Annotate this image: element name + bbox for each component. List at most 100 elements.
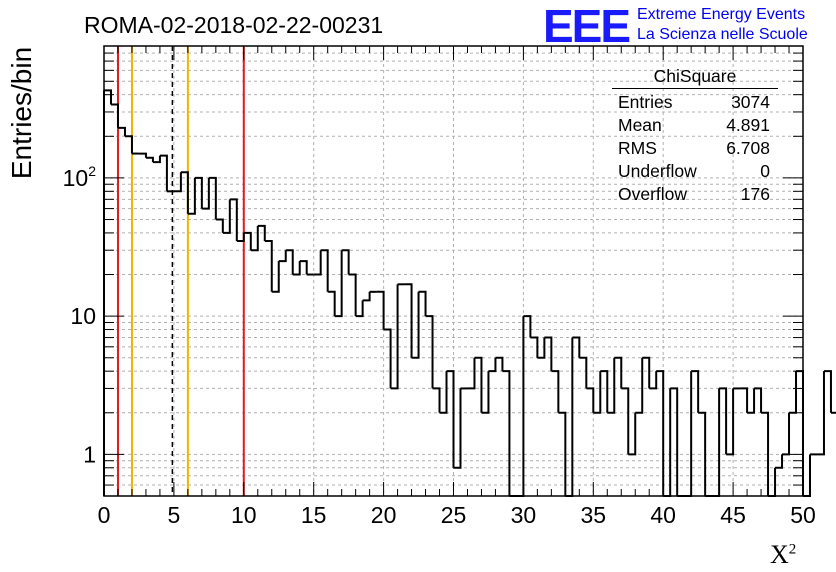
histogram-bin — [635, 357, 644, 414]
stats-box: ChiSquare Entries 3074 Mean 4.891 RMS 6.708… — [612, 66, 778, 207]
stats-row: Mean 4.891 — [612, 115, 778, 138]
stats-value: 176 — [740, 184, 770, 204]
histogram-bin — [467, 357, 476, 390]
histogram-bin — [104, 89, 112, 105]
histogram-bin — [264, 239, 273, 292]
histogram-bin — [229, 198, 238, 241]
histogram-bin — [593, 371, 602, 414]
x-tick-label: 25 — [441, 502, 467, 528]
histogram-bin — [180, 171, 189, 214]
histogram-bin — [530, 336, 539, 358]
run-title: ROMA-02-2018-02-22-00231 — [84, 12, 384, 38]
histogram-bin — [257, 224, 266, 241]
histogram-bin — [775, 454, 784, 469]
histogram-bin — [656, 370, 665, 496]
histogram-bin — [789, 371, 798, 414]
logo-line-1: Extreme Energy Events — [637, 6, 806, 23]
histogram-bin — [558, 411, 567, 496]
histogram-bin — [803, 454, 811, 497]
histogram-bin — [712, 388, 721, 497]
histogram-bin — [110, 103, 119, 128]
histogram-bin — [649, 371, 658, 390]
x-tick-label: 50 — [790, 502, 816, 528]
histogram-bin — [782, 412, 791, 456]
histogram-bin — [299, 260, 308, 275]
x-axis-label-sup: 2 — [788, 541, 797, 558]
histogram-bin — [761, 411, 770, 496]
histogram-bin — [481, 371, 490, 414]
histogram-bin — [341, 249, 350, 275]
histogram-bin — [823, 370, 832, 413]
x-tick-label: 45 — [720, 502, 746, 528]
histogram-bin — [642, 356, 651, 389]
histogram-bin — [523, 315, 532, 338]
histogram-bin — [292, 261, 301, 276]
x-tick-label: 0 — [98, 502, 111, 528]
stats-row: Entries 3074 — [612, 92, 778, 115]
stats-label: Mean — [618, 115, 662, 135]
histogram-bin — [600, 370, 609, 413]
histogram-bin — [236, 232, 245, 242]
stats-value: 3074 — [731, 92, 770, 112]
stats-row: RMS 6.708 — [612, 138, 778, 161]
histogram-bin — [187, 177, 196, 215]
histogram-bin — [551, 370, 560, 413]
histogram-bin — [684, 371, 693, 497]
histogram-bin — [432, 387, 441, 413]
histogram-bin — [474, 356, 483, 413]
y-tick-label: 10 — [70, 303, 96, 329]
histogram-bin — [768, 467, 777, 497]
stats-label: Entries — [618, 92, 673, 112]
histogram-bin — [425, 315, 434, 389]
histogram-bin — [271, 261, 280, 293]
histogram-bin — [586, 387, 595, 413]
histogram-bin — [222, 199, 231, 234]
histogram-bin — [390, 284, 399, 390]
histogram-bin — [572, 336, 581, 358]
x-axis-label-main: X — [770, 540, 789, 569]
histogram-bin — [173, 172, 182, 193]
histogram-bin — [355, 300, 364, 318]
x-tick-label: 30 — [511, 502, 537, 528]
histogram-bin — [327, 290, 336, 317]
histogram-bin — [411, 291, 420, 359]
histogram-bin — [614, 356, 623, 389]
histogram-bin — [194, 176, 203, 209]
histogram-bin — [719, 387, 728, 455]
histogram-bin — [488, 357, 497, 373]
stats-value: 0 — [760, 161, 770, 181]
histogram-bin — [537, 337, 546, 359]
stats-label: Overflow — [618, 184, 688, 204]
histogram-bin — [208, 176, 217, 220]
histogram-bin — [404, 283, 413, 358]
stats-value: 6.708 — [726, 138, 770, 158]
histogram-bin — [320, 249, 329, 292]
eee-logo: EEE — [543, 0, 631, 52]
y-tick-label: 102 — [63, 163, 97, 191]
histogram-bin — [446, 370, 455, 468]
histogram-bin — [670, 387, 679, 496]
histogram-bin — [565, 337, 574, 497]
histogram-bin — [502, 370, 511, 496]
histogram-bin — [124, 135, 133, 154]
x-tick-label: 15 — [301, 502, 327, 528]
histogram-bin — [621, 387, 630, 455]
y-axis-label: Entries/bin — [6, 46, 37, 180]
stats-value: 4.891 — [726, 115, 770, 135]
histogram-bin — [152, 155, 161, 164]
histogram-bin — [628, 412, 637, 456]
histogram-bin — [243, 231, 252, 251]
histogram-bin — [250, 225, 259, 252]
histogram-bin — [383, 328, 392, 389]
histogram-bin — [796, 370, 804, 496]
histogram-bin — [740, 387, 749, 413]
stats-label: RMS — [618, 138, 657, 158]
histogram-bin — [516, 316, 525, 497]
histogram-bin — [145, 156, 154, 163]
histogram-bin — [663, 388, 672, 497]
histogram-bin — [159, 154, 168, 192]
histogram-bin — [138, 152, 147, 158]
stats-row: Underflow 0 — [612, 161, 778, 184]
histogram-bin — [747, 388, 756, 414]
